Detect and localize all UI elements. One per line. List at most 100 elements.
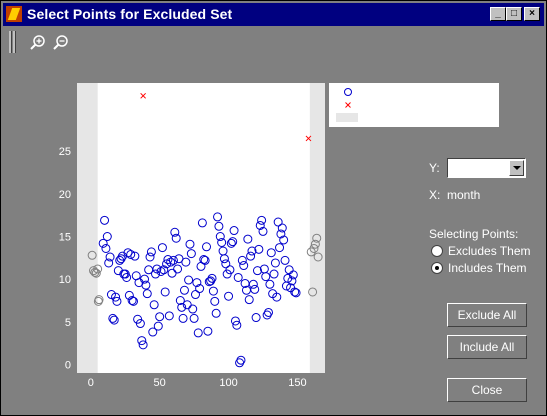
data-point	[149, 300, 159, 310]
window-title: Select Points for Excluded Set	[27, 6, 233, 22]
minimize-icon: _	[495, 8, 501, 19]
legend-band-swatch	[336, 113, 358, 122]
data-point	[94, 295, 104, 305]
data-point	[215, 232, 225, 242]
data-point	[284, 265, 294, 275]
data-point	[101, 243, 111, 253]
data-point	[266, 248, 276, 258]
data-point	[232, 320, 242, 330]
data-point	[112, 296, 122, 306]
data-point	[309, 243, 319, 253]
data-point	[280, 255, 290, 265]
excludes-them-radio[interactable]	[431, 245, 443, 257]
data-point	[189, 313, 199, 323]
y-tick-label: 25	[59, 146, 71, 158]
data-point	[145, 252, 155, 262]
data-point	[126, 249, 136, 259]
data-point	[202, 242, 212, 252]
plot-area[interactable]	[77, 83, 325, 373]
data-point	[235, 358, 245, 368]
data-point	[146, 247, 156, 257]
data-point	[157, 243, 167, 253]
data-point	[111, 292, 121, 302]
data-point	[173, 264, 183, 274]
chevron-down-icon[interactable]	[509, 160, 524, 176]
data-point	[312, 233, 322, 243]
data-point	[217, 238, 227, 247]
data-point	[247, 246, 257, 256]
toolbar-grip-icon[interactable]	[9, 31, 17, 53]
data-point	[262, 310, 272, 320]
data-point	[130, 251, 140, 261]
maximize-icon: □	[510, 8, 518, 19]
data-point	[116, 254, 126, 264]
data-point	[210, 296, 220, 306]
data-point	[185, 239, 195, 249]
y-axis-label: Y:	[429, 161, 440, 175]
data-point	[269, 269, 279, 279]
data-point	[89, 266, 99, 276]
data-point	[208, 286, 218, 296]
data-point	[221, 259, 231, 269]
data-point	[179, 285, 189, 295]
data-point	[171, 233, 181, 243]
data-point	[244, 295, 254, 305]
x-tick-label: 100	[219, 377, 237, 389]
data-point	[155, 312, 165, 322]
include-all-button[interactable]: Include All	[447, 335, 527, 359]
excluded-point	[305, 135, 312, 142]
maximize-button[interactable]: □	[506, 7, 522, 21]
data-point	[214, 221, 224, 231]
data-point	[108, 313, 118, 323]
data-point	[160, 287, 170, 297]
data-point	[98, 238, 108, 248]
radio-selected-dot	[435, 266, 439, 270]
data-point	[186, 249, 196, 259]
y-variable-select[interactable]	[447, 158, 526, 178]
data-point	[224, 291, 234, 301]
data-point	[159, 265, 169, 275]
legend-included-marker	[344, 88, 352, 96]
data-point	[184, 275, 194, 285]
data-point	[140, 274, 150, 284]
data-point	[182, 300, 192, 310]
data-point	[141, 280, 151, 290]
data-point	[163, 255, 173, 265]
data-point	[270, 258, 280, 268]
data-point	[236, 355, 246, 365]
data-point	[124, 290, 134, 300]
legend-excluded-marker	[345, 102, 351, 108]
zoom-out-icon[interactable]	[53, 35, 69, 51]
y-tick-label: 5	[65, 317, 71, 329]
data-point	[272, 292, 282, 302]
data-point	[199, 255, 209, 265]
minimize-button[interactable]: _	[490, 7, 506, 21]
close-window-button[interactable]: ×	[524, 7, 540, 21]
data-point	[265, 279, 275, 289]
data-point	[310, 239, 320, 249]
data-point	[288, 270, 298, 280]
data-point	[230, 316, 240, 326]
data-point	[142, 289, 152, 299]
exclude-all-button[interactable]: Exclude All	[447, 303, 527, 327]
excludes-them-label: Excludes Them	[448, 244, 531, 258]
data-point	[197, 218, 207, 228]
data-point	[102, 232, 112, 242]
data-point	[264, 307, 274, 317]
data-point	[190, 290, 200, 300]
data-point	[246, 251, 256, 261]
exclusion-band	[77, 83, 98, 373]
data-point	[228, 237, 238, 247]
data-point	[105, 252, 115, 262]
close-icon: ×	[529, 8, 535, 19]
data-point	[135, 319, 145, 329]
data-point	[254, 244, 264, 254]
close-button[interactable]: Close	[447, 378, 527, 402]
data-point	[287, 276, 297, 286]
data-point	[166, 257, 176, 267]
excluded-point	[140, 92, 146, 99]
includes-them-radio[interactable]	[431, 262, 443, 274]
data-point	[128, 296, 138, 306]
data-point	[177, 302, 187, 312]
zoom-in-icon[interactable]	[30, 35, 46, 51]
